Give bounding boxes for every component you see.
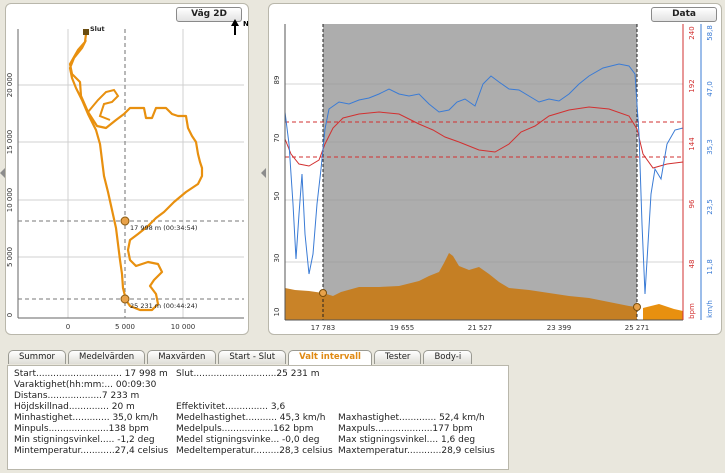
left-y-tick: 89 <box>273 76 281 85</box>
left-y-tick: 70 <box>273 134 281 143</box>
stats-panel: Start.............................. 17 9… <box>7 365 509 470</box>
stat-maxhastighet: Maxhastighet............. 52,4 km/h <box>338 413 485 423</box>
map-x-tick: 10 000 <box>171 323 196 331</box>
north-label: N <box>243 20 248 28</box>
graph-end-marker[interactable] <box>633 303 641 311</box>
kmh-tick: 11,8 <box>706 259 714 275</box>
bpm-tick: 48 <box>688 260 696 269</box>
marker1-label: 17 998 m (00:34:54) <box>130 224 197 232</box>
heart-rate-line <box>284 106 684 169</box>
kmh-tick: 23,5 <box>706 199 714 215</box>
stat-start: Start.............................. 17 9… <box>14 369 168 379</box>
data-graph[interactable]: 89 70 50 30 10 17 783 19 655 21 527 23 3… <box>269 4 721 334</box>
map-y-tick: 20 000 <box>6 73 14 98</box>
bpm-tick: 96 <box>688 199 696 208</box>
stat-hojdskillnad: Höjdskillnad.............. 20 m <box>14 402 135 412</box>
kmh-tick: 58,8 <box>706 25 714 41</box>
left-y-tick: 10 <box>273 308 281 317</box>
elevation-area <box>285 253 637 320</box>
bpm-unit: bpm <box>688 303 696 319</box>
bpm-tick: 240 <box>688 26 696 39</box>
map-y-tick: 10 000 <box>6 188 14 213</box>
left-y-tick: 50 <box>273 192 281 201</box>
x-tick: 23 399 <box>547 324 572 332</box>
stat-medeltemperatur: Medeltemperatur.........28,3 celsius <box>176 446 333 456</box>
stat-distans: Distans...................7 233 m <box>14 391 140 401</box>
tab-summor[interactable]: Summor <box>8 350 67 364</box>
map-x-tick: 5 000 <box>115 323 135 331</box>
bpm-tick: 144 <box>688 137 696 151</box>
map-y-tick: 0 <box>6 313 14 317</box>
map-x-tick: 0 <box>66 323 70 331</box>
stat-varaktighet: Varaktighet(hh:mm:... 00:09:30 <box>14 380 157 390</box>
stat-mintemperatur: Mintemperatur............27,4 celsius <box>14 446 169 456</box>
route-map-panel: Väg 2D 20 000 15 000 10 000 5 000 0 0 5 … <box>5 3 249 335</box>
end-marker <box>83 29 89 35</box>
tab-start-slut[interactable]: Start - Slut <box>218 350 287 364</box>
route-map[interactable]: 20 000 15 000 10 000 5 000 0 0 5 000 10 … <box>6 4 248 334</box>
data-graph-panel: Data 89 70 50 30 <box>268 3 722 335</box>
left-y-tick: 30 <box>273 254 281 263</box>
stat-maxpuls: Maxpuls....................177 bpm <box>338 424 473 434</box>
stat-minhastighet: Minhastighet............. 35,0 km/h <box>14 413 159 423</box>
stat-max-stigning: Max stigningsvinkel.... 1,6 deg <box>338 435 476 445</box>
route-path <box>68 33 204 312</box>
end-label: Slut <box>90 25 105 33</box>
tab-valt-intervall[interactable]: Valt intervall <box>288 350 372 365</box>
stat-min-stigning: Min stigningsvinkel..... -1,2 deg <box>14 435 155 445</box>
stat-maxtemperatur: Maxtemperatur............28,9 celsius <box>338 446 495 456</box>
kmh-tick: 35,3 <box>706 139 714 155</box>
x-tick: 19 655 <box>390 324 415 332</box>
x-tick: 25 271 <box>625 324 650 332</box>
stat-medel-stigning: Medel stigningsvinke... -0,0 deg <box>176 435 320 445</box>
tab-tester[interactable]: Tester <box>373 350 422 364</box>
marker2-label: 25 231 m (00:44:24) <box>130 302 197 310</box>
collapse-left-arrow-icon[interactable] <box>0 168 5 178</box>
tab-medelvarden[interactable]: Medelvärden <box>68 350 146 364</box>
stats-tab-bar: Summor Medelvärden Maxvärden Start - Slu… <box>8 350 474 365</box>
tab-body-i[interactable]: Body-i <box>423 350 473 364</box>
north-icon <box>231 19 239 35</box>
map-y-tick: 15 000 <box>6 130 14 155</box>
x-tick: 17 783 <box>311 324 336 332</box>
map-y-tick: 5 000 <box>6 247 14 267</box>
kmh-tick: 47,0 <box>706 81 714 97</box>
interval-end-marker[interactable] <box>120 294 130 304</box>
kmh-unit: km/h <box>706 300 714 318</box>
data-panel-title: Data <box>651 7 717 22</box>
stat-effektivitet: Effektivitet............... 3,6 <box>176 402 286 412</box>
bpm-tick: 192 <box>688 79 696 92</box>
stat-medelpuls: Medelpuls..................162 bpm <box>176 424 314 434</box>
stat-slut: Slut.............................25 231 … <box>176 369 320 379</box>
tab-maxvarden[interactable]: Maxvärden <box>147 350 217 364</box>
graph-start-marker[interactable] <box>319 289 327 297</box>
x-tick: 21 527 <box>468 324 493 332</box>
collapse-middle-arrow-icon[interactable] <box>261 168 266 178</box>
stat-medelhastighet: Medelhastighet........... 45,3 km/h <box>176 413 326 423</box>
stat-minpuls: Minpuls.....................138 bpm <box>14 424 149 434</box>
interval-start-marker[interactable] <box>120 216 130 226</box>
speed-line <box>284 63 684 295</box>
map-panel-title: Väg 2D <box>176 7 242 22</box>
